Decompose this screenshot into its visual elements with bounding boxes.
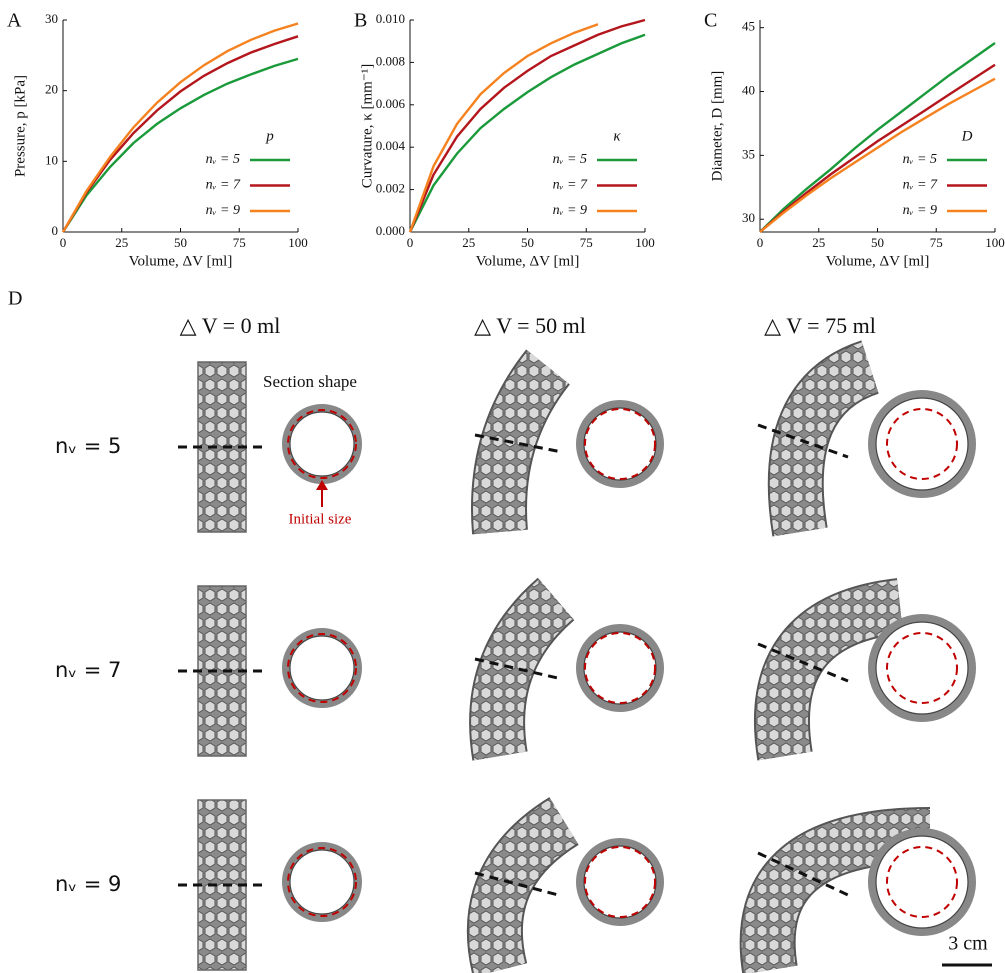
tube bbox=[499, 367, 548, 532]
x-axis-label: Volume, ΔV [ml] bbox=[826, 253, 930, 269]
y-tick-label: 45 bbox=[742, 19, 755, 34]
section-ring-edge bbox=[876, 622, 968, 714]
x-axis-label: Volume, ΔV [ml] bbox=[476, 253, 580, 269]
legend-label: nᵥ = 5 bbox=[903, 152, 937, 167]
legend-label: nᵥ = 9 bbox=[903, 203, 937, 218]
scale-label: 3 cm bbox=[948, 933, 988, 955]
legend-title: p bbox=[265, 128, 274, 144]
data-line bbox=[63, 59, 298, 232]
x-tick-label: 0 bbox=[757, 235, 764, 250]
section-ring-edge bbox=[290, 412, 354, 476]
x-tick-label: 25 bbox=[812, 235, 825, 250]
legend-title: D bbox=[961, 128, 973, 144]
y-tick-label: 0.000 bbox=[376, 223, 405, 238]
y-tick-label: 10 bbox=[45, 152, 58, 167]
tube bbox=[796, 367, 870, 532]
y-tick-label: 0.010 bbox=[376, 11, 405, 26]
legend-label: nᵥ = 9 bbox=[553, 203, 587, 218]
legend-title: κ bbox=[613, 128, 621, 144]
legend-label: nᵥ = 5 bbox=[206, 152, 240, 167]
x-tick-label: 50 bbox=[871, 235, 884, 250]
legend-label: nᵥ = 7 bbox=[553, 178, 588, 193]
y-tick-label: 0.004 bbox=[376, 138, 406, 153]
y-tick-label: 35 bbox=[742, 146, 755, 161]
initial-label: Initial size bbox=[289, 511, 352, 527]
y-tick-label: 20 bbox=[45, 82, 58, 97]
legend-label: nᵥ = 5 bbox=[553, 152, 587, 167]
legend-label: nᵥ = 7 bbox=[206, 178, 241, 193]
x-tick-label: 25 bbox=[462, 235, 475, 250]
column-header: △ V = 50 ml bbox=[474, 313, 586, 338]
y-tick-label: 30 bbox=[742, 210, 755, 225]
section-ring-edge bbox=[290, 636, 354, 700]
section-ring-edge bbox=[876, 836, 968, 928]
y-axis-label: Diameter, D [mm] bbox=[709, 71, 725, 182]
x-tick-label: 50 bbox=[521, 235, 534, 250]
y-axis-label: Pressure, p [kPa] bbox=[12, 75, 28, 177]
y-tick-label: 30 bbox=[45, 11, 58, 26]
panel-label: D bbox=[8, 288, 22, 310]
section-ring-edge bbox=[290, 850, 354, 914]
y-tick-label: 0 bbox=[52, 223, 59, 238]
y-axis-label: Curvature, κ [mm⁻¹] bbox=[359, 64, 375, 189]
data-line bbox=[63, 24, 298, 233]
x-tick-label: 75 bbox=[580, 235, 593, 250]
data-line bbox=[410, 20, 645, 232]
panel-label: B bbox=[354, 10, 367, 32]
x-tick-label: 100 bbox=[985, 235, 1005, 250]
data-line bbox=[410, 35, 645, 232]
x-tick-label: 0 bbox=[60, 235, 67, 250]
panel-label: C bbox=[704, 10, 717, 32]
x-tick-label: 75 bbox=[930, 235, 943, 250]
x-tick-label: 100 bbox=[288, 235, 308, 250]
x-axis-label: Volume, ΔV [ml] bbox=[129, 253, 233, 269]
section-ring-edge bbox=[876, 398, 968, 490]
y-tick-label: 0.008 bbox=[376, 53, 405, 68]
x-tick-label: 100 bbox=[635, 235, 655, 250]
x-tick-label: 75 bbox=[233, 235, 246, 250]
section-label: Section shape bbox=[263, 372, 357, 391]
y-tick-label: 40 bbox=[742, 83, 755, 98]
legend-label: nᵥ = 7 bbox=[903, 178, 938, 193]
data-line bbox=[63, 36, 298, 232]
row-label: nᵥ = 7 bbox=[55, 658, 121, 682]
column-header: △ V = 0 ml bbox=[180, 313, 281, 338]
x-tick-label: 25 bbox=[115, 235, 128, 250]
column-header: △ V = 75 ml bbox=[764, 313, 876, 338]
data-line bbox=[760, 79, 995, 232]
x-tick-label: 0 bbox=[407, 235, 414, 250]
row-label: nᵥ = 5 bbox=[55, 434, 121, 458]
y-tick-label: 0.006 bbox=[376, 96, 406, 111]
y-tick-label: 0.002 bbox=[376, 181, 405, 196]
legend-label: nᵥ = 9 bbox=[206, 203, 240, 218]
row-label: nᵥ = 9 bbox=[55, 872, 121, 896]
figure: D A01020300255075100Volume, ΔV [ml]Press… bbox=[0, 0, 1005, 973]
x-tick-label: 50 bbox=[174, 235, 187, 250]
data-line bbox=[410, 24, 598, 232]
panel-label: A bbox=[7, 10, 22, 32]
tube bbox=[497, 599, 556, 756]
